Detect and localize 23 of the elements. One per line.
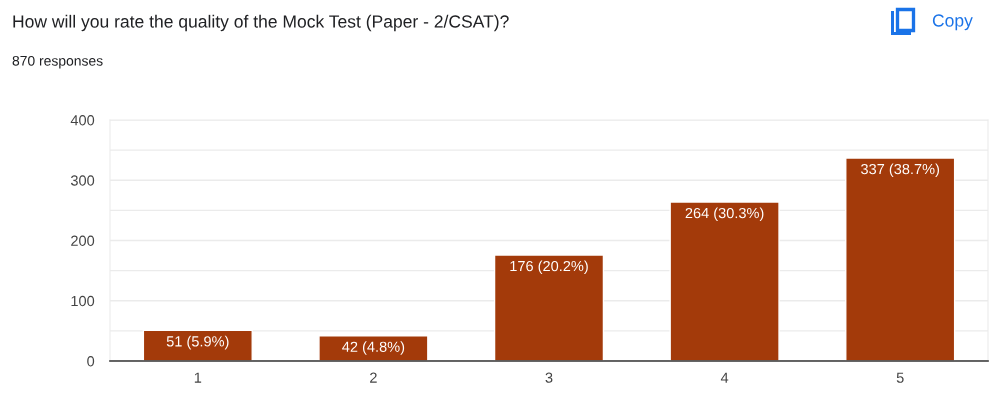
y-tick-label: 200 bbox=[71, 235, 95, 246]
data-label: 337 (38.7%) bbox=[861, 163, 940, 178]
bar bbox=[142, 329, 253, 361]
data-label: 51 (5.9%) bbox=[166, 335, 229, 350]
x-tick-label: 2 bbox=[370, 372, 377, 383]
y-tick-label: 0 bbox=[87, 356, 95, 367]
y-tick-label: 400 bbox=[70, 115, 95, 126]
chart-title: How will you rate the quality of the Mock Test (Paper - 2/CSAT)? bbox=[13, 14, 509, 32]
bar bbox=[493, 254, 605, 361]
x-tick-label: 5 bbox=[896, 372, 904, 383]
bar bbox=[318, 334, 429, 361]
text: Copy bbox=[932, 14, 973, 31]
y-tick-label: 300 bbox=[70, 175, 95, 186]
x-tick-label: 4 bbox=[720, 372, 729, 383]
bar bbox=[669, 201, 780, 361]
data-label: 264 (30.3%) bbox=[685, 207, 764, 222]
data-label: 42 (4.8%) bbox=[342, 341, 405, 355]
chart-subtitle: 870 responses bbox=[12, 55, 103, 69]
data-label: 176 (20.2%) bbox=[510, 260, 588, 275]
bar bbox=[845, 157, 956, 361]
x-tick-label: 1 bbox=[194, 372, 202, 383]
y-tick-label: 100 bbox=[71, 295, 95, 307]
x-tick-label: 3 bbox=[545, 372, 553, 383]
